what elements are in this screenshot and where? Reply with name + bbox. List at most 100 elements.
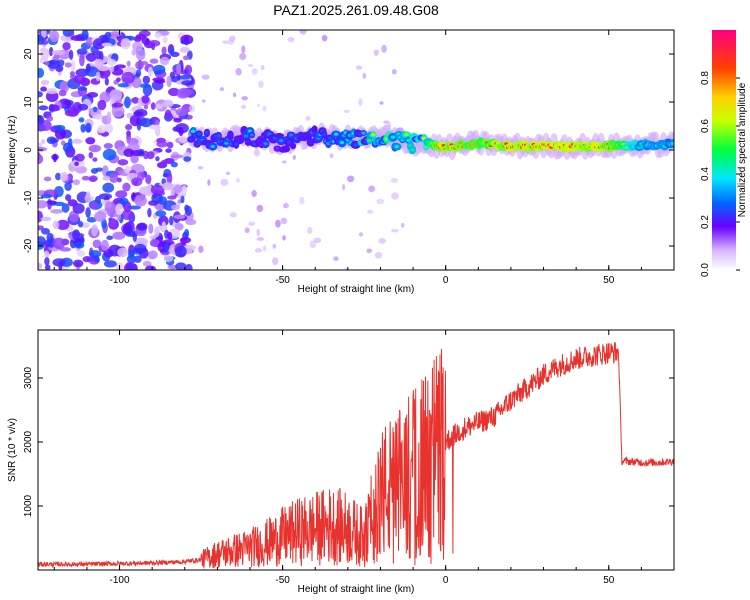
heat-blob: [220, 178, 229, 186]
x-tick-label: 50: [603, 275, 615, 286]
heat-blob: [72, 203, 85, 214]
heat-blob: [374, 251, 382, 259]
heat-blob: [161, 46, 167, 55]
heat-blob: [40, 30, 47, 39]
heat-blob: [313, 237, 322, 244]
heat-blob: [110, 217, 116, 227]
heat-blob: [321, 34, 328, 42]
heat-blob: [174, 245, 187, 258]
heat-blob: [40, 194, 53, 199]
heat-blob: [138, 83, 151, 88]
heat-blob: [178, 75, 191, 80]
heat-blob: [158, 215, 169, 227]
heat-blob: [150, 102, 156, 110]
heat-blob: [245, 140, 251, 144]
heat-blob: [88, 144, 101, 153]
heat-blob: [106, 235, 114, 241]
heat-blob: [115, 140, 122, 148]
heat-blob: [92, 157, 98, 162]
heat-blob: [346, 175, 355, 183]
heat-blob: [131, 49, 137, 56]
heat-blob: [394, 145, 399, 149]
heat-blob: [60, 171, 69, 182]
heat-blob: [59, 247, 72, 252]
heat-blob: [130, 97, 141, 104]
heat-blob: [305, 115, 311, 121]
heat-blob: [181, 185, 187, 195]
heat-blob: [147, 207, 152, 218]
snr-ylabel: SNR (10 * v/v): [7, 418, 18, 482]
heat-blob: [361, 131, 366, 135]
heat-blob: [275, 219, 281, 228]
heat-blob: [234, 142, 239, 146]
heat-blob: [116, 177, 122, 183]
heat-blob: [100, 239, 109, 252]
heat-blob: [204, 131, 210, 135]
y-tick-label: 1000: [23, 494, 34, 517]
heat-blob: [341, 184, 346, 191]
heat-blob: [38, 35, 45, 45]
heat-blob: [256, 204, 264, 213]
heat-blob: [46, 88, 58, 95]
snr-line: [38, 342, 674, 569]
heat-blob: [118, 197, 129, 205]
heat-blob: [64, 109, 79, 117]
heat-blob: [225, 171, 231, 176]
heat-blob: [207, 179, 211, 186]
heat-blob: [322, 132, 327, 137]
heat-blob: [170, 49, 175, 55]
heat-blob: [181, 80, 194, 86]
heat-blob: [72, 259, 84, 268]
heat-blob: [299, 30, 307, 35]
heat-blob: [96, 50, 102, 61]
heat-blob: [241, 128, 247, 133]
heat-blob: [247, 63, 254, 68]
heat-blob: [111, 68, 124, 76]
x-tick-label: -50: [275, 575, 290, 586]
heat-blob: [97, 99, 107, 111]
heat-blob: [120, 38, 131, 50]
heat-blob: [125, 124, 133, 131]
heat-blob: [44, 264, 51, 270]
heat-blob: [183, 156, 192, 162]
heat-blob: [391, 228, 399, 233]
heat-blob: [40, 80, 50, 85]
heat-blob: [244, 227, 250, 234]
heat-blob: [128, 205, 142, 210]
heat-blob: [256, 103, 261, 108]
heat-blob: [129, 114, 141, 127]
heat-blob: [288, 133, 294, 137]
heat-blob: [180, 195, 185, 204]
heat-blob: [283, 147, 288, 151]
heat-blob: [121, 209, 135, 221]
snr-panel: -100 -50 0 50 1000 2000 3000 Height of straigh…: [7, 329, 675, 595]
x-tick-label: -100: [110, 575, 130, 586]
heat-blob: [38, 200, 48, 209]
heat-blob: [286, 140, 292, 144]
heat-blob: [65, 194, 72, 202]
heat-blob: [174, 222, 184, 231]
heat-blob: [76, 250, 85, 257]
heat-blob: [109, 66, 115, 73]
heat-blob: [85, 137, 96, 145]
heat-blob: [155, 210, 167, 217]
heat-blob: [383, 120, 390, 124]
heat-blob: [376, 198, 385, 205]
heat-blob: [56, 219, 70, 230]
heat-blob: [52, 237, 66, 250]
heat-blob: [90, 168, 99, 174]
snr-frame: [37, 329, 675, 571]
heat-blob: [44, 257, 50, 266]
heat-blob: [312, 127, 317, 132]
heat-blob: [235, 68, 242, 76]
heat-blob: [167, 195, 177, 200]
heat-blob: [41, 227, 50, 235]
heat-blob: [46, 59, 61, 69]
x-tick-label: -50: [275, 275, 290, 286]
heat-blob: [179, 46, 190, 53]
heat-blob: [175, 262, 187, 270]
heat-blob: [371, 133, 376, 137]
heat-blob: [151, 42, 156, 51]
y-tick-label: 3000: [23, 366, 34, 389]
